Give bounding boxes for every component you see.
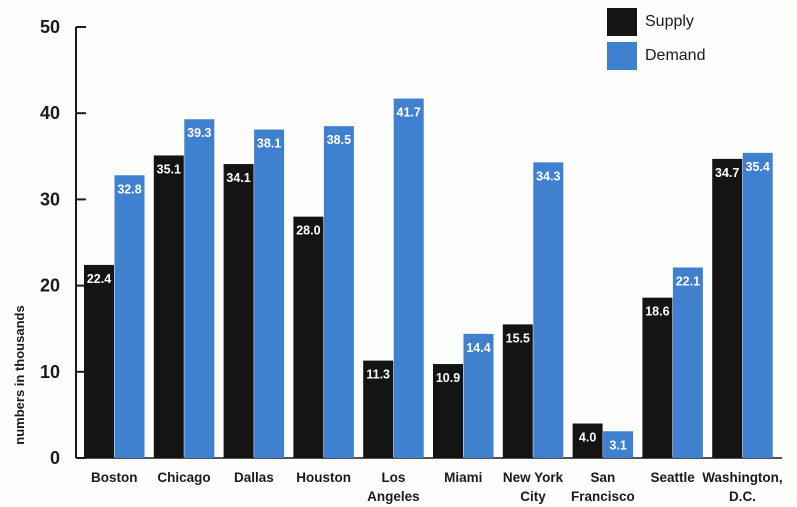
x-tick-label: Chicago [157,470,210,485]
x-tick-label: Miami [444,470,482,485]
x-tick-label: Francisco [571,489,635,504]
legend-label-demand: Demand [645,47,706,64]
y-tick-label: 20 [40,276,60,296]
data-label: 34.7 [715,166,739,180]
data-label: 18.6 [645,305,669,319]
data-label: 15.5 [506,331,530,345]
legend-swatch-supply [607,8,637,36]
legend-item-demand: Demand [607,42,705,70]
x-tick-label: Angeles [367,489,420,504]
data-label: 34.1 [226,171,250,185]
data-label: 35.1 [157,162,181,176]
y-tick-label: 30 [40,189,60,209]
bar-demand [114,175,145,458]
x-tick-label: San [590,470,615,485]
x-tick-label: Los [381,470,405,485]
x-tick-label: Houston [296,470,351,485]
bar-demand [254,129,285,458]
bar-supply [433,364,463,458]
legend-label-supply: Supply [645,13,694,30]
bar-supply [712,158,743,459]
bar-demand [393,98,424,459]
bar-supply [153,155,184,459]
bars [84,98,773,459]
x-tick-label: Seattle [651,470,696,485]
data-label: 34.3 [536,169,560,183]
x-tick-label: D.C. [729,489,756,504]
data-label: 14.4 [466,341,490,355]
legend: Supply Demand [607,8,705,76]
bar-supply [502,324,533,458]
data-label: 11.3 [366,368,390,382]
data-label: 41.7 [397,106,421,120]
x-tick-label: New York [503,470,564,485]
y-tick-label: 10 [40,362,60,382]
x-tick-label: Boston [91,470,138,485]
data-label: 22.1 [676,274,700,288]
bar-supply [642,297,673,458]
bar-demand [603,431,634,458]
x-tick-label: City [520,489,546,504]
data-label: 4.0 [579,431,596,445]
x-tick-label: Dallas [234,470,274,485]
y-axis-label: numbers in thousands [12,305,27,444]
y-tick-label: 40 [40,103,60,123]
data-label: 35.4 [746,160,770,174]
bar-demand [672,267,703,458]
y-tick-label: 50 [40,17,60,37]
bar-supply [363,360,394,458]
data-label: 10.9 [436,371,460,385]
data-label: 38.5 [327,133,351,147]
data-label: 39.3 [187,126,211,140]
bar-supply [293,216,324,458]
labels: 22.4 32.8 Boston 35.1 39.3 Chicago 34.1 38.1 Dal… [87,106,783,504]
data-label: 28.0 [296,224,320,238]
bar-supply [223,164,254,459]
legend-item-supply: Supply [607,8,705,36]
bar-demand [184,119,215,458]
bar-demand [742,152,773,459]
data-label: 3.1 [609,438,626,452]
data-label: 38.1 [257,137,281,151]
y-tick-label: 0 [50,448,60,468]
bar-demand [323,126,354,458]
data-label: 22.4 [87,272,111,286]
data-label: 32.8 [117,182,141,196]
bar-supply [84,264,114,458]
legend-swatch-demand [607,42,637,70]
bar-supply [572,423,603,458]
x-tick-label: Washington, [702,470,783,485]
bar-demand [463,333,494,458]
bar-demand [533,162,564,459]
